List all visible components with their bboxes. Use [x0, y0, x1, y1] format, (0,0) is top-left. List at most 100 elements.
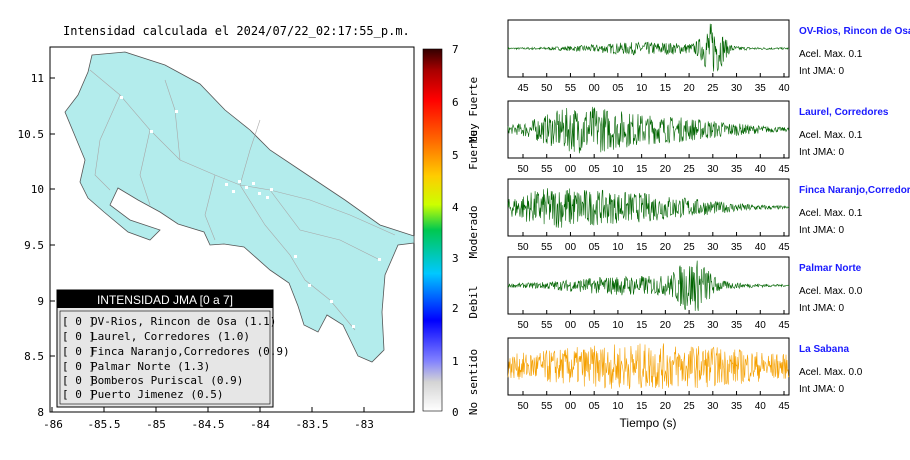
trace-tick-label: 35	[731, 320, 743, 331]
lat-tick: 11	[31, 72, 44, 85]
trace-tick-label: 30	[731, 83, 743, 94]
trace-tick-label: 55	[541, 401, 553, 412]
trace-tick-label: 50	[517, 401, 529, 412]
trace-tick-label: 55	[541, 164, 553, 175]
waveform-line	[507, 188, 790, 228]
map-roads	[89, 69, 396, 331]
lat-tick: 8.5	[24, 350, 44, 363]
trace-tick-label: 20	[660, 320, 672, 331]
trace-tick-label: 25	[684, 320, 696, 331]
trace-tick-label: 25	[707, 83, 719, 94]
trace-tick-label: 05	[589, 401, 601, 412]
trace-panel: 50 55 00 05 10 15 20 25 30 35 40 45 Palmar Norte Acel…	[507, 256, 863, 331]
costa-rica-landmass	[64, 51, 415, 363]
legend-item-label: Bomberos Puriscal (0.9)	[91, 374, 243, 387]
lon-tick: -85	[146, 418, 166, 431]
trace-tick-label: 25	[684, 164, 696, 175]
legend-item-badge: [ 0 ]	[62, 360, 95, 373]
colorbar-tick: 7	[452, 43, 459, 56]
colorbar-label: Fuerte	[467, 130, 480, 170]
station-name: OV-Rios, Rincon de Osa	[799, 26, 910, 37]
trace-tick-label: 55	[541, 242, 553, 253]
colorbar-tick: 4	[452, 201, 459, 214]
trace-panel: 50 55 00 05 10 15 20 25 30 35 40 45 Finca Naranjo,Co…	[507, 178, 910, 253]
legend-header: INTENSIDAD JMA [0 a 7]	[97, 293, 233, 307]
station-accel: Acel. Max. 0.1	[799, 208, 863, 219]
trace-tick-label: 30	[707, 242, 719, 253]
colorbar-tick: 2	[452, 302, 459, 315]
waveform-line	[507, 260, 790, 311]
legend-item-label: Finca Naranjo,Corredores (0.9)	[91, 345, 290, 358]
trace-tick-label: 10	[612, 164, 624, 175]
trace-tick-label: 40	[755, 242, 767, 253]
waveform-line	[507, 343, 790, 390]
trace-frame	[507, 178, 790, 237]
trace-tick-label: 00	[565, 164, 577, 175]
trace-tick-label: 15	[636, 320, 648, 331]
station-name: Laurel, Corredores	[799, 107, 889, 118]
station-name: Palmar Norte	[799, 263, 862, 274]
legend-item-label: OV-Rios, Rincon de Osa (1.1)	[91, 315, 276, 328]
colorbar-label: No sentido	[467, 349, 480, 415]
trace-tick-label: 10	[612, 401, 624, 412]
lon-tick: -86	[43, 418, 63, 431]
legend-item-badge: [ 0 ]	[62, 374, 95, 387]
legend-item-label: Palmar Norte (1.3)	[91, 360, 210, 373]
trace-panel: 50 55 00 05 10 15 20 25 30 35 40 45 Laurel, Corredor…	[507, 100, 889, 175]
station-jma: Int JMA: 0	[799, 147, 844, 158]
station-accel: Acel. Max. 0.1	[799, 49, 863, 60]
trace-panel: 50 55 00 05 10 15 20 25 30 35 40 45 La Sabana Acel. M…	[507, 337, 863, 412]
trace-x-axis-label: Tiempo (s)	[620, 416, 677, 430]
trace-frame	[507, 256, 790, 315]
trace-tick-label: 20	[684, 83, 696, 94]
trace-tick-label: 45	[517, 83, 529, 94]
trace-tick-label: 35	[731, 164, 743, 175]
station-jma: Int JMA: 0	[799, 303, 844, 314]
trace-tick-label: 15	[636, 401, 648, 412]
lon-tick: -83.5	[295, 418, 328, 431]
trace-tick-label: 40	[778, 83, 790, 94]
trace-tick-label: 35	[731, 401, 743, 412]
colorbar-label: Moderado	[467, 206, 480, 259]
station-accel: Acel. Max. 0.1	[799, 130, 863, 141]
map-tick-marks	[50, 77, 365, 412]
trace-frame	[507, 337, 790, 396]
colorbar-label: Debil	[467, 285, 480, 318]
trace-tick-label: 05	[589, 164, 601, 175]
trace-tick-label: 50	[517, 242, 529, 253]
colorbar-tick: 0	[452, 406, 459, 419]
colorbar-gradient	[422, 48, 443, 412]
colorbar-tick: 6	[452, 96, 459, 109]
trace-tick-label: 35	[755, 83, 767, 94]
waveform-line	[507, 23, 790, 72]
trace-tick-label: 50	[517, 320, 529, 331]
waveform-line	[507, 106, 790, 154]
trace-tick-label: 15	[636, 242, 648, 253]
trace-tick-label: 00	[565, 242, 577, 253]
station-jma: Int JMA: 0	[799, 66, 844, 77]
intensity-legend: INTENSIDAD JMA [0 a 7] [ 0 ] OV-Rios, Ri…	[56, 289, 290, 408]
lat-tick: 8	[37, 406, 44, 419]
lat-tick: 9	[37, 295, 44, 308]
trace-tick-label: 10	[612, 242, 624, 253]
trace-tick-label: 00	[565, 401, 577, 412]
intensity-colorbar: 7 6 5 4 3 2 1 0 Muy Fuerte Fuerte Modera…	[422, 43, 480, 419]
trace-tick-label: 00	[589, 83, 601, 94]
station-accel: Acel. Max. 0.0	[799, 286, 863, 297]
legend-item-badge: [ 0 ]	[62, 315, 95, 328]
trace-tick-label: 10	[612, 320, 624, 331]
trace-tick-label: 55	[541, 320, 553, 331]
legend-item-badge: [ 0 ]	[62, 388, 95, 401]
legend-item-badge: [ 0 ]	[62, 330, 95, 343]
station-jma: Int JMA: 0	[799, 384, 844, 395]
trace-tick-label: 40	[755, 401, 767, 412]
trace-panel: 45 50 55 00 05 10 15 20 25 30 35 40 OV-Rios, Rincon …	[507, 19, 910, 94]
trace-tick-label: 20	[660, 164, 672, 175]
colorbar-tick: 1	[452, 355, 459, 368]
trace-frame	[507, 100, 790, 159]
trace-tick-label: 05	[589, 320, 601, 331]
map-title: Intensidad calculada el 2024/07/22_02:17…	[63, 24, 410, 38]
trace-tick-label: 35	[731, 242, 743, 253]
trace-tick-label: 45	[778, 242, 790, 253]
trace-tick-label: 30	[707, 164, 719, 175]
